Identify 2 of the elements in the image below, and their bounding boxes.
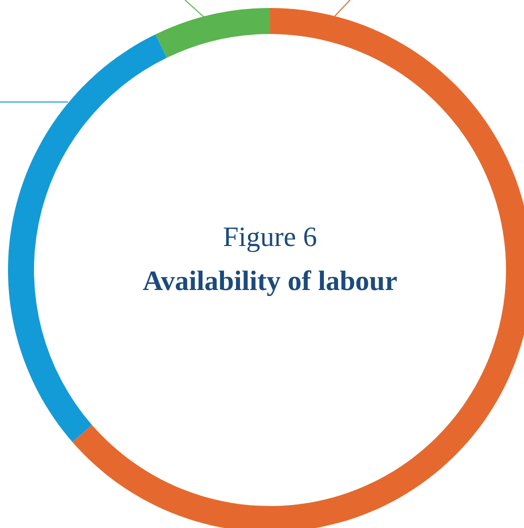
text: Availability of labour (142, 266, 398, 297)
text: Figure 6 (222, 222, 318, 253)
